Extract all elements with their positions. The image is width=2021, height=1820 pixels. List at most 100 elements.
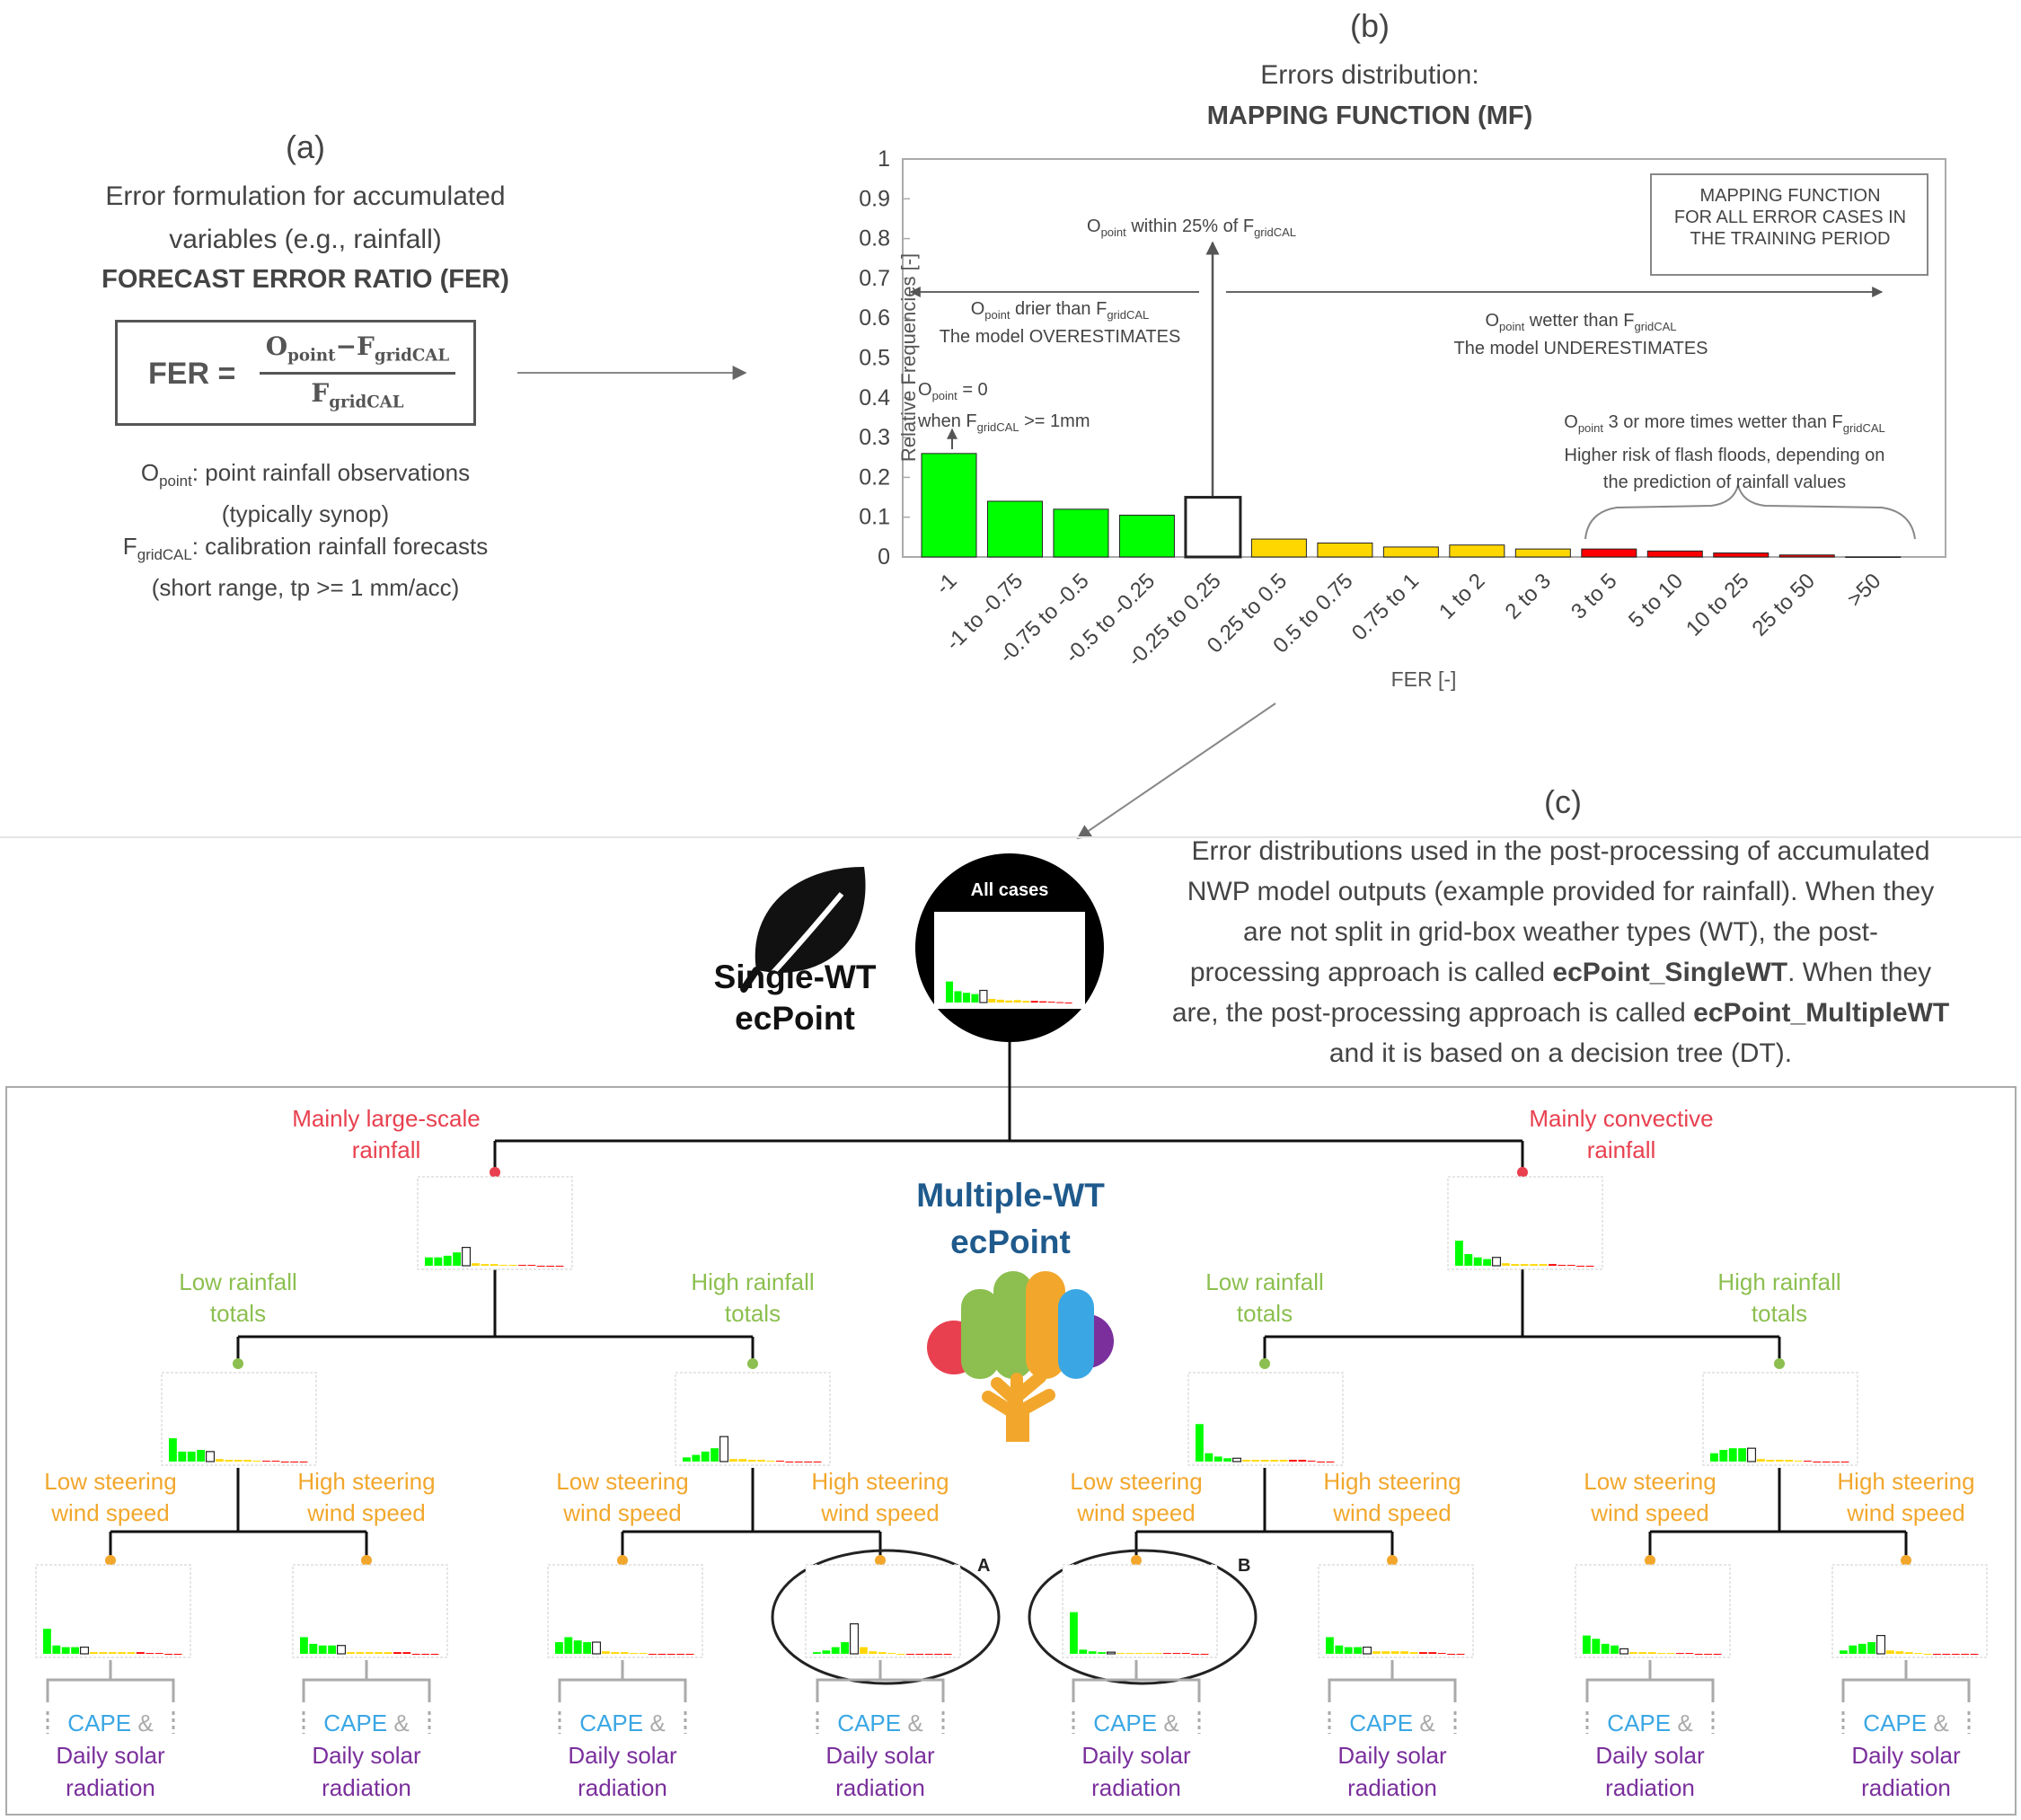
mini-bar — [243, 1460, 252, 1462]
mini-bar — [1088, 1651, 1097, 1654]
panel-a-line1: Error formulation for accumulated — [105, 181, 506, 211]
mini-bar — [591, 1641, 602, 1655]
cape-solar-label: CAPE & Daily solar radiation — [568, 1710, 677, 1801]
node-large-scale — [490, 1167, 500, 1178]
mini-bar — [393, 1652, 402, 1654]
mini-bar — [52, 1645, 61, 1654]
mini-bar — [1447, 1654, 1456, 1655]
mini-bar — [1070, 1612, 1078, 1654]
mini-bar — [1738, 1448, 1747, 1462]
ellipse-a — [771, 1549, 1001, 1685]
mini-bar — [1491, 1257, 1502, 1267]
mini-chart — [946, 981, 1072, 1003]
mini-bar — [1172, 1653, 1181, 1655]
y-tick-label: 0.5 — [859, 346, 890, 371]
tree-lines — [109, 1042, 1908, 1560]
mini-chart — [1702, 1372, 1858, 1466]
mini-chart — [675, 1372, 831, 1466]
mini-bar — [583, 1642, 592, 1654]
bar — [1646, 550, 1703, 558]
bar — [921, 453, 977, 558]
bar — [1778, 554, 1835, 558]
mini-bar — [869, 1651, 878, 1654]
mini-bar — [1904, 1652, 1913, 1654]
mini-bar — [1456, 1654, 1465, 1655]
mini-bar — [1125, 1653, 1134, 1655]
bar — [1053, 508, 1109, 558]
mini-bar — [434, 1257, 443, 1266]
mini-bar — [971, 994, 979, 1003]
mini-chart-frame — [161, 1372, 317, 1466]
cape-bracket — [302, 1678, 431, 1702]
mini-bar — [1381, 1651, 1390, 1654]
mini-bar — [178, 1451, 187, 1462]
mini-chart-frame — [35, 1564, 191, 1658]
mini-chart — [161, 1372, 317, 1466]
mini-bar — [216, 1459, 224, 1462]
mini-bar — [187, 1451, 196, 1462]
mini-bar — [1260, 1460, 1269, 1462]
mini-bar — [1886, 1650, 1894, 1654]
mini-bar — [1694, 1654, 1703, 1655]
mini-bar — [1961, 1654, 1970, 1655]
mini-bar — [108, 1652, 117, 1654]
leaf-icon — [740, 867, 866, 993]
x-tick-label: 1 to 2 — [1434, 569, 1490, 624]
mini-bar — [146, 1653, 154, 1655]
mini-bar — [1576, 1266, 1585, 1267]
mini-bar — [1704, 1654, 1713, 1655]
mini-bar — [508, 1265, 517, 1267]
y-tick-label: 0.4 — [859, 385, 890, 411]
mini-bar — [164, 1654, 173, 1655]
node-low-totals-left — [233, 1358, 243, 1369]
mini-bar — [384, 1652, 393, 1654]
mini-chart — [1062, 1564, 1218, 1658]
mini-bar — [1428, 1652, 1437, 1654]
mini-bar — [1511, 1264, 1520, 1266]
panel-a-line2: variables (e.g., rainfall) — [169, 225, 442, 254]
mini-bar — [683, 1457, 691, 1462]
mini-bar — [1719, 1450, 1728, 1462]
mini-bar — [1079, 1649, 1088, 1654]
mini-bar — [1549, 1264, 1557, 1266]
x-tick-label: >50 — [1843, 569, 1886, 612]
mini-bar — [1116, 1653, 1125, 1655]
mini-chart — [292, 1564, 448, 1658]
mini-bar — [649, 1654, 657, 1655]
panel-b-line1: Errors distribution: — [1260, 60, 1479, 90]
panel-a-title: FORECAST ERROR RATIO (FER) — [101, 265, 509, 294]
mini-bar — [252, 1461, 261, 1462]
mini-bar — [1914, 1653, 1923, 1655]
label-low-steer-4: Low steering wind speed — [1584, 1468, 1717, 1526]
mini-bar — [347, 1652, 355, 1654]
three-times-annotation: Opoint 3 or more times wetter than Fgrid… — [1564, 412, 1885, 492]
mini-bar — [1013, 1000, 1021, 1003]
mini-bar — [1473, 1257, 1482, 1266]
mini-bar — [356, 1652, 365, 1654]
panel-a-label: (a) — [286, 128, 325, 165]
label-high-totals-left: High rainfall totals — [691, 1268, 815, 1327]
mini-bar — [1676, 1653, 1684, 1655]
tree-icon — [927, 1271, 1114, 1442]
mini-bar — [1951, 1654, 1960, 1655]
mini-bar — [849, 1623, 860, 1655]
mini-bar — [79, 1646, 90, 1655]
y-tick-label: 0.9 — [859, 186, 890, 211]
mini-bar — [666, 1654, 675, 1655]
mini-bar — [1601, 1643, 1610, 1654]
bar — [1581, 548, 1637, 558]
mini-bar — [692, 1454, 701, 1462]
mini-bar — [630, 1653, 639, 1655]
label-high-steer-3: High steering wind speed — [1323, 1468, 1461, 1526]
mini-bar — [197, 1450, 206, 1462]
mini-bar — [1933, 1654, 1941, 1655]
mini-bar — [481, 1264, 490, 1266]
x-tick-label: 25 to 50 — [1748, 569, 1820, 641]
mark-a: A — [977, 1556, 991, 1576]
mini-bar — [90, 1652, 98, 1654]
mini-chart-frame — [292, 1564, 448, 1658]
label-high-steer-1: High steering wind speed — [297, 1468, 436, 1526]
cape-solar-label: CAPE & Daily solar radiation — [56, 1710, 165, 1801]
mini-bar — [1895, 1651, 1904, 1654]
